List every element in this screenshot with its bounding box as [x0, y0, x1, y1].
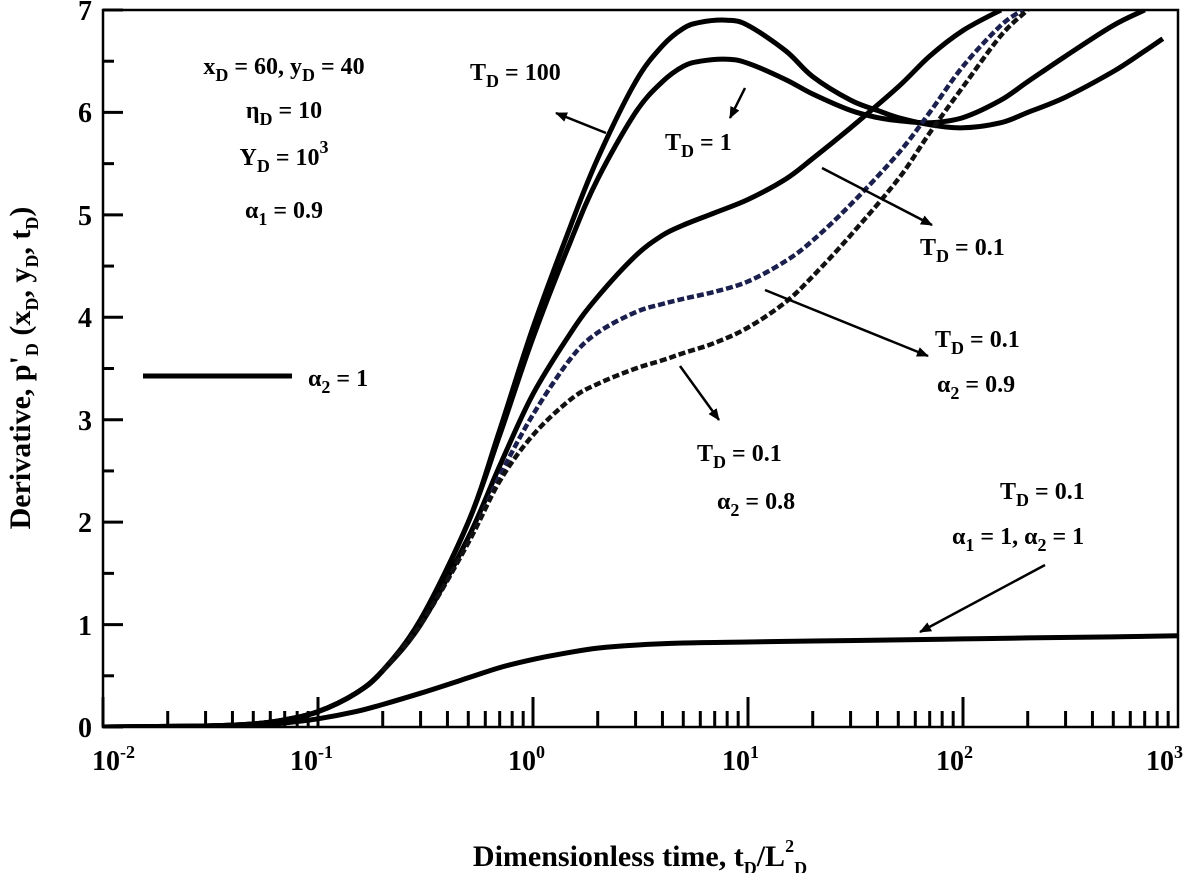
- y-tick-label: 2: [78, 508, 92, 539]
- y-tick-label: 5: [78, 201, 92, 232]
- annotation-arrows: [555, 87, 1046, 634]
- series-line-4: [380, 10, 1030, 673]
- series-line-5: [103, 633, 1178, 727]
- y-tick-labels: 0 1 2 3 4 5 6 7: [78, 0, 92, 744]
- param-y-d: YD = 103: [239, 137, 328, 176]
- y-tick-label: 0: [78, 713, 92, 744]
- y-tick-label: 4: [78, 303, 92, 334]
- x-tick-label: 102: [936, 742, 973, 777]
- series-line-3: [380, 10, 1025, 673]
- param-alpha1: α1 = 0.9: [245, 198, 323, 229]
- parameter-block: xD = 60, yD = 40 ηD = 10 YD = 103 α1 = 0…: [203, 54, 364, 229]
- annotation-td01: TD = 0.1: [920, 235, 1005, 266]
- annotation-td100: TD = 100: [470, 60, 561, 91]
- annotation-td1: TD = 1: [665, 130, 732, 161]
- x-axis-title: Dimensionless time, tD/L2D: [473, 836, 807, 873]
- x-tick-label: 103: [1146, 742, 1183, 777]
- series-layer: [103, 10, 1178, 727]
- legend-label-alpha2: α2 = 1: [308, 366, 368, 397]
- param-eta-d: ηD = 10: [246, 98, 322, 129]
- arrow-td01: [821, 166, 933, 227]
- legend: α2 = 1: [143, 366, 368, 397]
- annotations: TD = 100 TD = 1 TD = 0.1 TD = 0.1 α2 = 0…: [470, 60, 1085, 555]
- annotation-td01-a09-line1: TD = 0.1: [935, 327, 1020, 358]
- annotation-td01-a08-line1: TD = 0.1: [697, 441, 782, 472]
- arrow-td01-a08: [678, 365, 721, 421]
- annotation-td01-a09-line2: α2 = 0.9: [937, 372, 1015, 403]
- arrow-td01-a1: [919, 563, 1046, 634]
- arrow-td100: [555, 111, 607, 135]
- arrow-td1: [728, 87, 747, 119]
- arrow-td01-a09: [764, 288, 929, 358]
- y-tick-label: 1: [78, 611, 92, 642]
- y-tick-label: 6: [78, 98, 92, 129]
- x-tick-labels: 10-2 10-1 100 101 102 103: [92, 742, 1183, 777]
- plot-area: [101, 8, 1180, 729]
- x-tick-label: 10-2: [92, 742, 135, 777]
- series-line-2: [103, 10, 1003, 727]
- x-tick-label: 10-1: [290, 742, 333, 777]
- annotation-td01-a1-line1: TD = 0.1: [1000, 479, 1085, 510]
- annotation-td01-a1-line2: α1 = 1, α2 = 1: [952, 524, 1084, 555]
- x-tick-label: 100: [508, 742, 545, 777]
- y-tick-label: 7: [78, 0, 92, 27]
- param-xd-yd: xD = 60, yD = 40: [203, 54, 364, 85]
- y-tick-label: 3: [78, 406, 92, 437]
- annotation-td01-a08-line2: α2 = 0.8: [717, 489, 795, 520]
- y-axis-title: Derivative, p'D (xD, yD, tD): [4, 207, 42, 530]
- x-tick-label: 101: [722, 742, 759, 777]
